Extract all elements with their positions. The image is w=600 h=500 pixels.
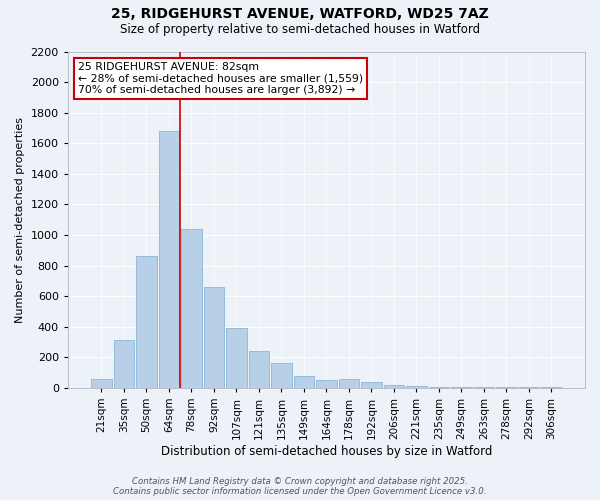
Bar — [91, 378, 112, 388]
Bar — [451, 387, 472, 388]
Bar — [519, 387, 539, 388]
Bar — [249, 351, 269, 388]
Bar — [181, 229, 202, 388]
Bar — [496, 387, 517, 388]
Bar — [114, 340, 134, 388]
Bar — [294, 376, 314, 388]
Bar — [406, 386, 427, 388]
Bar — [429, 387, 449, 388]
Bar — [316, 380, 337, 388]
Bar — [339, 378, 359, 388]
Bar — [159, 131, 179, 388]
Bar — [384, 384, 404, 388]
Text: Contains HM Land Registry data © Crown copyright and database right 2025.
Contai: Contains HM Land Registry data © Crown c… — [113, 476, 487, 496]
Y-axis label: Number of semi-detached properties: Number of semi-detached properties — [15, 116, 25, 322]
Text: 25 RIDGEHURST AVENUE: 82sqm
← 28% of semi-detached houses are smaller (1,559)
70: 25 RIDGEHURST AVENUE: 82sqm ← 28% of sem… — [78, 62, 364, 95]
Bar — [226, 328, 247, 388]
Text: 25, RIDGEHURST AVENUE, WATFORD, WD25 7AZ: 25, RIDGEHURST AVENUE, WATFORD, WD25 7AZ — [111, 8, 489, 22]
Bar — [474, 387, 494, 388]
Bar — [361, 382, 382, 388]
Bar — [204, 287, 224, 388]
Bar — [136, 256, 157, 388]
Bar — [541, 387, 562, 388]
Bar — [271, 364, 292, 388]
X-axis label: Distribution of semi-detached houses by size in Watford: Distribution of semi-detached houses by … — [161, 444, 492, 458]
Text: Size of property relative to semi-detached houses in Watford: Size of property relative to semi-detach… — [120, 22, 480, 36]
